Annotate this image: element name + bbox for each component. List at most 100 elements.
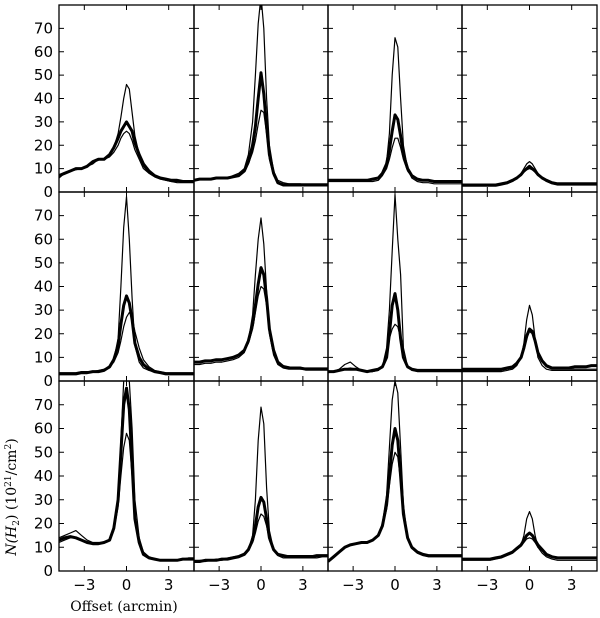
panels-layer — [58, 4, 598, 572]
x-tick-label: 0 — [256, 576, 266, 594]
panel-frame — [58, 4, 195, 193]
panel-lines — [328, 37, 462, 185]
series-line-1 — [194, 406, 328, 563]
y-tick-label: 60 — [34, 43, 53, 61]
x-axis-label: Offset (arcmin) — [70, 599, 178, 615]
series-line-2 — [328, 323, 462, 373]
x-tick-label: 3 — [567, 576, 577, 594]
y-tick-label: 30 — [34, 301, 53, 319]
panel-r0-c2 — [327, 4, 463, 193]
panel-lines — [328, 193, 462, 374]
panel-frame — [58, 191, 195, 382]
series-line-0 — [194, 71, 328, 187]
x-tick-label: 3 — [432, 576, 442, 594]
panel-lines — [462, 161, 597, 187]
y-axis-label-main: N(H — [4, 525, 20, 557]
series-line-2 — [59, 130, 194, 183]
series-line-0 — [328, 427, 462, 563]
panel-frame — [461, 4, 598, 193]
series-line-2 — [194, 109, 328, 185]
series-line-1 — [328, 37, 462, 185]
panel-r1-c3 — [461, 191, 598, 382]
series-line-1 — [328, 193, 462, 374]
y-tick-label: 20 — [34, 515, 53, 533]
panel-lines — [462, 304, 597, 373]
panel-r0-c1 — [193, 4, 329, 193]
panel-frame — [193, 4, 329, 193]
y-tick-label: 60 — [34, 420, 53, 438]
x-tick-label: 0 — [122, 576, 132, 594]
y-tick-label: 10 — [34, 348, 53, 366]
panel-lines — [194, 406, 328, 563]
panel-r0-c0 — [58, 4, 195, 193]
x-tick-label: 3 — [298, 576, 308, 594]
y-axis-label-tail: /cm — [4, 450, 20, 476]
x-tick-label: −3 — [342, 576, 364, 594]
panel-lines — [59, 381, 194, 562]
y-tick-label: 10 — [34, 160, 53, 178]
panel-r1-c2 — [327, 191, 463, 382]
panel-frame — [461, 191, 598, 382]
y-tick-label: 30 — [34, 491, 53, 509]
y-tick-label: 70 — [34, 396, 53, 414]
y-tick-label: 40 — [34, 278, 53, 296]
y-tick-label: 20 — [34, 325, 53, 343]
y-axis-label-end: ) — [4, 438, 20, 443]
series-line-2 — [194, 285, 328, 369]
y-tick-label: 40 — [34, 467, 53, 485]
series-line-2 — [328, 137, 462, 183]
panel-r2-c3 — [461, 380, 598, 572]
y-tick-label: 50 — [34, 443, 53, 461]
series-line-2 — [462, 330, 597, 371]
series-line-2 — [59, 311, 194, 374]
series-line-1 — [462, 304, 597, 373]
y-axis-label: N(H2) (1021/cm2) — [4, 438, 22, 556]
series-line-1 — [328, 381, 462, 562]
panel-r0-c3 — [461, 4, 598, 193]
y-tick-label: 50 — [34, 66, 53, 84]
panel-lines — [194, 217, 328, 371]
panel-r1-c0 — [58, 191, 195, 382]
series-line-1 — [194, 217, 328, 370]
panel-r2-c2 — [327, 380, 463, 572]
y-axis-label-sup: 21 — [4, 475, 14, 486]
series-line-2 — [194, 513, 328, 561]
panel-lines — [194, 5, 328, 187]
y-tick-label: 10 — [34, 538, 53, 556]
y-tick-labels: 0 10 20 30 40 50 60 70 0 10 20 30 40 50 60 70 0 10 20 30 40 5… — [34, 19, 53, 580]
series-line-0 — [328, 113, 462, 183]
panel-r2-c0 — [58, 380, 195, 572]
x-tick-label: −3 — [208, 576, 230, 594]
y-tick-label: 30 — [34, 113, 53, 131]
y-axis-label-sup2: 2 — [4, 444, 14, 450]
panel-lines — [59, 83, 194, 184]
x-tick-label: −3 — [73, 576, 95, 594]
y-tick-label: 20 — [34, 136, 53, 154]
x-tick-label: 0 — [390, 576, 400, 594]
x-tick-label: 3 — [164, 576, 174, 594]
panel-frame — [327, 191, 463, 382]
panel-r1-c1 — [193, 191, 329, 382]
series-line-0 — [59, 294, 194, 376]
series-line-0 — [59, 386, 194, 562]
y-tick-label: 50 — [34, 254, 53, 272]
y-tick-label: 60 — [34, 230, 53, 248]
panel-r2-c1 — [193, 380, 329, 572]
panel-lines — [462, 511, 597, 561]
series-line-1 — [462, 161, 597, 187]
panel-frame — [461, 380, 598, 572]
panel-frame — [327, 4, 463, 193]
panel-frame — [58, 380, 195, 572]
y-axis-label-sub: 2 — [12, 520, 22, 526]
series-line-0 — [328, 292, 462, 374]
y-tick-label: 0 — [43, 183, 53, 201]
series-line-0 — [462, 327, 597, 371]
x-tick-label: −3 — [476, 576, 498, 594]
x-tick-labels: −3 0 3 −3 0 3 −3 0 3 −3 0 3 — [73, 576, 576, 594]
series-line-2 — [462, 168, 597, 186]
y-tick-label: 0 — [43, 372, 53, 390]
y-tick-label: 40 — [34, 90, 53, 108]
panel-lines — [328, 381, 462, 563]
series-line-1 — [194, 5, 328, 186]
